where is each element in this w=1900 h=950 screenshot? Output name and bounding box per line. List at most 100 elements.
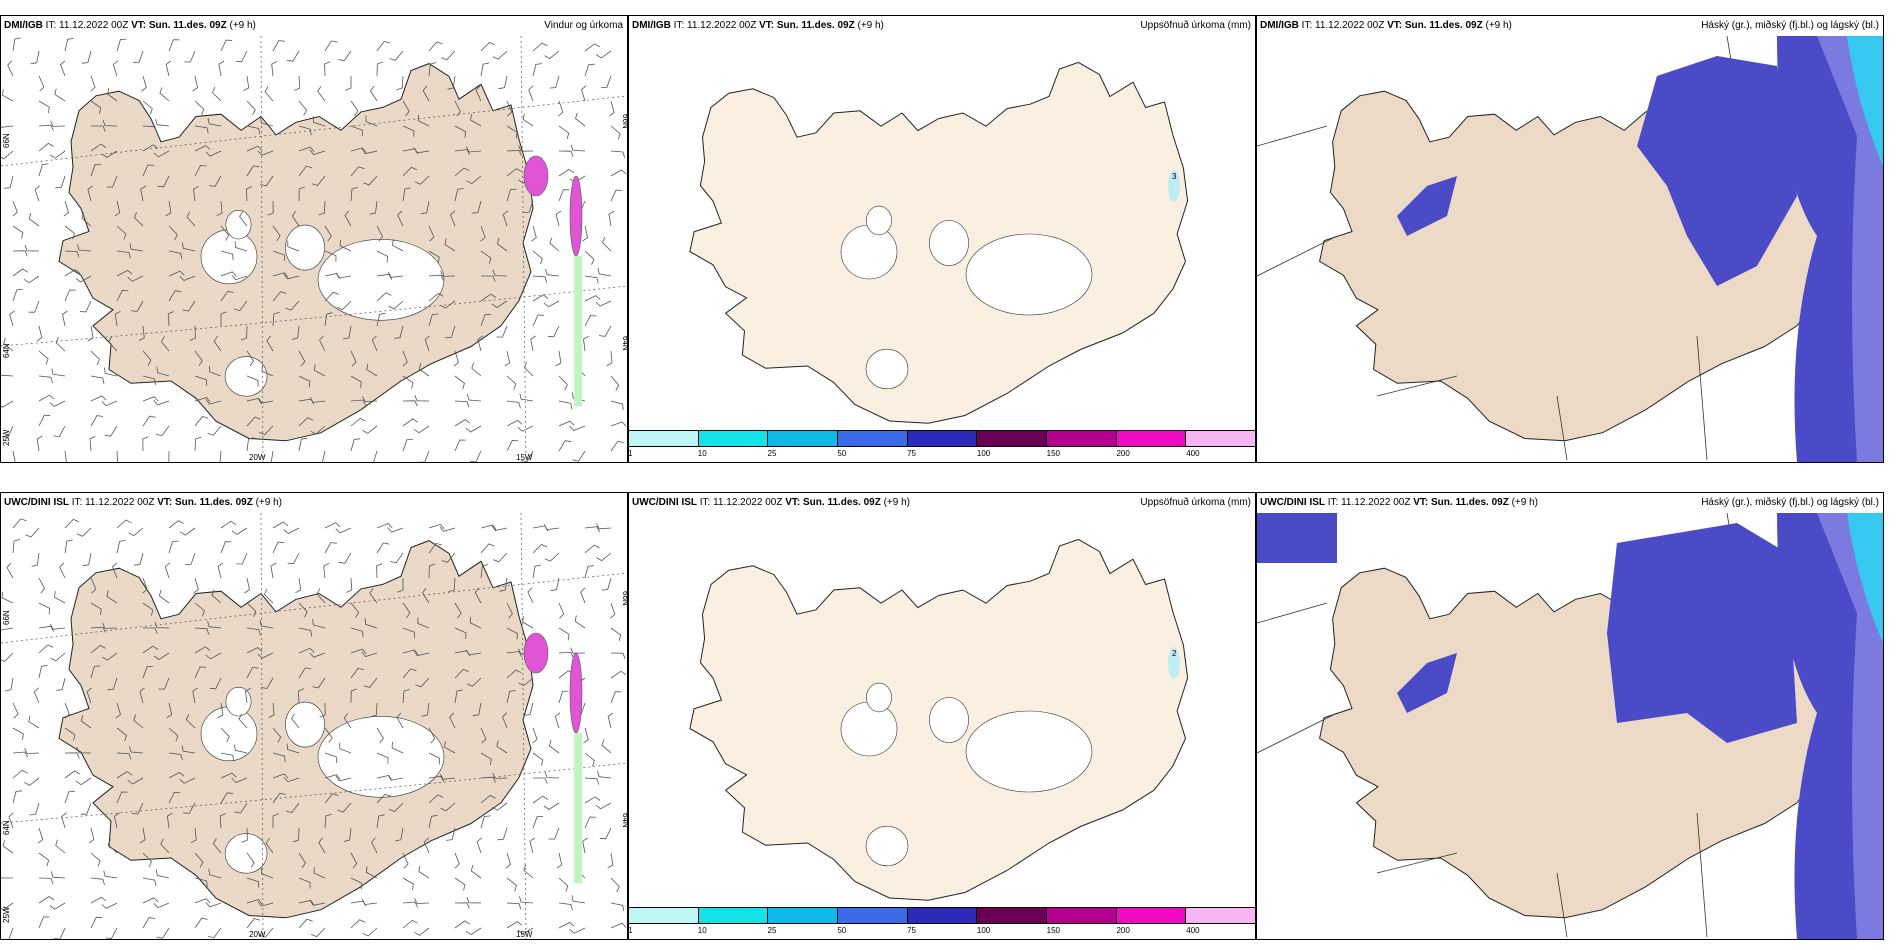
wind-barb (38, 625, 55, 632)
wind-barb (12, 751, 28, 758)
wind-barb (1, 876, 13, 879)
valid-time: VT: Sun. 11.des. 09Z (1413, 497, 1509, 508)
wind-barb (128, 527, 144, 537)
lon-label-25w: 25W (2, 906, 11, 923)
wind-barb (506, 419, 523, 427)
wind-barb (28, 300, 40, 313)
mid-cloud-area (1817, 513, 1883, 939)
wind-barb (219, 450, 222, 462)
wind-barb (361, 148, 378, 155)
wind-barb (55, 337, 66, 352)
wind-barb (90, 896, 107, 904)
wind-barb (194, 852, 204, 868)
wind-barb (394, 325, 404, 339)
wind-barb (397, 578, 404, 593)
wind-barb (554, 712, 561, 729)
wind-barb (116, 250, 131, 259)
wind-barb (454, 668, 470, 679)
wind-barb (133, 552, 144, 566)
wind-barb (184, 50, 196, 63)
cloud-map (1257, 513, 1883, 939)
wind-barb (324, 793, 339, 804)
wind-barb (519, 896, 534, 904)
wind-barb (298, 437, 308, 452)
wind-barb (211, 589, 222, 604)
wind-barb (556, 852, 563, 869)
wind-barb (396, 75, 404, 91)
wind-barb (285, 300, 300, 311)
mid-cloud-area (1817, 36, 1883, 462)
colorbar-tick-label: 100 (976, 449, 991, 458)
wind-barb (480, 794, 496, 804)
wind-barb (506, 902, 522, 910)
lat-label-64n: 64N (621, 336, 627, 351)
wind-barb (56, 677, 66, 691)
wind-barb (168, 250, 183, 260)
low-cloud-area (1847, 36, 1883, 166)
wind-barb (220, 311, 227, 326)
wind-barb (179, 777, 196, 784)
wind-barb (454, 602, 462, 619)
wind-barb (392, 239, 404, 252)
wind-barb (156, 366, 170, 377)
wind-barb (571, 895, 586, 904)
wind-barb (220, 541, 232, 554)
wind-barb (422, 85, 430, 102)
wind-barb (505, 852, 511, 869)
wind-barb (610, 602, 616, 619)
wind-barb (194, 145, 211, 152)
wind-barb (107, 677, 118, 691)
wind-barb (54, 927, 66, 939)
lead-time: (+9 h) (255, 497, 282, 508)
wind-barb (186, 211, 196, 227)
wind-barb (164, 562, 171, 579)
wind-barb (91, 125, 106, 132)
wind-barb (558, 877, 569, 892)
wind-barb (324, 225, 332, 242)
wind-barb (116, 519, 132, 529)
wind-barb (376, 292, 392, 302)
wind-barb (240, 325, 248, 341)
wind-barb (36, 435, 43, 452)
wind-barb (55, 839, 66, 854)
wind-barb (523, 200, 534, 213)
wind-barb (418, 865, 430, 879)
wind-barb (317, 86, 326, 102)
lat-label-64n: 64N (2, 820, 11, 835)
wind-barb (558, 902, 573, 911)
wind-barb (154, 621, 170, 629)
wind-barb (346, 577, 353, 593)
wind-barb (179, 275, 196, 281)
wind-barb (387, 774, 404, 781)
wind-barb (194, 416, 209, 427)
cloud-map (1257, 36, 1883, 462)
wind-barb (12, 450, 16, 462)
wind-barb (283, 776, 300, 783)
wind-barb (155, 118, 170, 127)
wind-barb (547, 325, 560, 338)
wind-panel-top: DMI/IGB IT: 11.12.2022 00Z VT: Sun. 11.d… (0, 15, 628, 463)
wind-barb (103, 367, 118, 377)
wind-barb (64, 702, 70, 719)
glacier (865, 348, 909, 390)
wind-barb (90, 916, 103, 929)
wind-barb (595, 50, 612, 59)
wind-barb (474, 587, 482, 604)
wind-barb (142, 666, 154, 679)
wind-barb (266, 335, 274, 352)
wind-barb (502, 210, 509, 227)
wind-barb (297, 688, 304, 704)
cloud-panel-title: Háský (gr.), miðský (fj.bl.) og lágský (… (1701, 20, 1879, 31)
wind-barb (244, 577, 250, 594)
wind-barb (528, 85, 534, 102)
colorbar-segment (629, 908, 699, 923)
wind-barb (362, 927, 378, 937)
glacier (225, 686, 252, 717)
wind-barb (127, 275, 144, 282)
wind-barb (285, 802, 300, 814)
wind-barb (607, 852, 614, 869)
wind-barb (2, 840, 14, 854)
wind-barb (12, 268, 29, 277)
wind-barb (246, 350, 254, 367)
init-time: IT: 11.12.2022 00Z (71, 497, 155, 508)
